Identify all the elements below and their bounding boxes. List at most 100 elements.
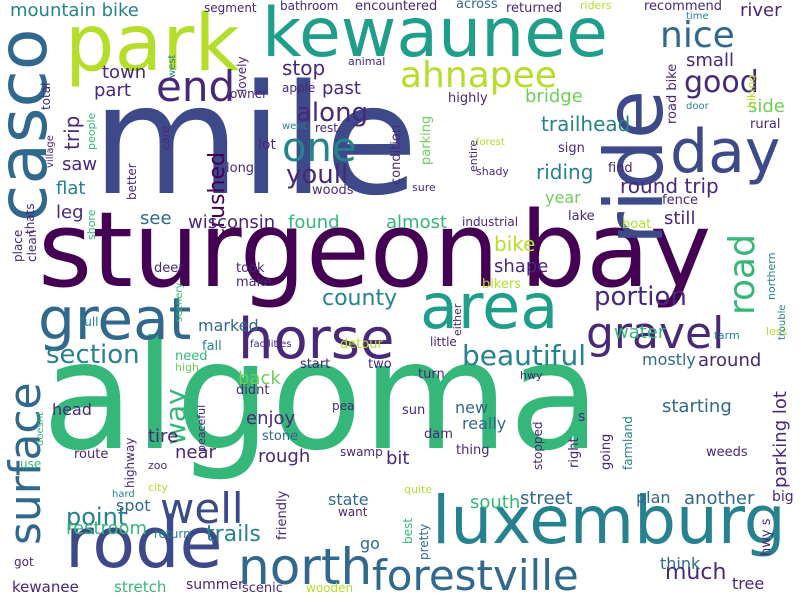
word-bit: bit	[386, 448, 410, 469]
word-highly: highly	[448, 91, 488, 106]
word-almost: almost	[386, 212, 448, 233]
word-good: good	[684, 65, 759, 100]
word-use: use	[20, 457, 42, 471]
word-got: got	[14, 555, 34, 569]
word-horse: horse	[238, 307, 395, 372]
word-saw: saw	[62, 154, 98, 175]
word-rode: rode	[65, 502, 223, 584]
word-really: really	[462, 414, 507, 433]
word-quite: quite	[404, 483, 433, 496]
word-lovely: lovely	[235, 56, 249, 92]
word-dam: dam	[424, 427, 453, 442]
word-animal: animal	[348, 55, 386, 68]
word-wisconsin: wisconsin	[188, 212, 276, 233]
word-stretch: stretch	[114, 578, 167, 596]
word-sun: sun	[402, 403, 426, 418]
word-parking-lot: parking lot	[770, 391, 791, 488]
word-see: see	[140, 208, 172, 229]
word-rest: rest	[315, 121, 339, 135]
word-youll: youll	[286, 160, 349, 190]
word-took: took	[236, 261, 265, 276]
word-section: section	[46, 340, 140, 370]
word-beautiful: beautiful	[462, 339, 587, 372]
word-round-trip: round trip	[620, 174, 719, 198]
word-entire: entire	[467, 139, 480, 172]
word-time: time	[686, 11, 709, 22]
word-found: found	[288, 212, 340, 233]
word-past: past	[322, 78, 361, 99]
word-portion: portion	[594, 282, 687, 312]
word-door: door	[686, 101, 709, 112]
word-enjoy: enjoy	[246, 408, 296, 429]
word-weeds: weeds	[706, 445, 748, 460]
word-bridge: bridge	[525, 86, 583, 107]
word-went: went	[282, 121, 307, 132]
word-trailhead: trailhead	[541, 112, 631, 136]
word-rural: rural	[750, 117, 781, 132]
word-fall: fall	[202, 339, 222, 354]
word-facilities: facilities	[250, 339, 292, 350]
word-end: end	[156, 62, 236, 111]
word-casco: casco	[0, 28, 63, 222]
word-north: north	[238, 538, 373, 596]
word-recommend: recommend	[644, 0, 722, 14]
word-go: go	[360, 534, 380, 553]
word-parking: parking	[419, 115, 434, 165]
word-best: best	[401, 518, 415, 544]
word-long: long	[226, 161, 255, 176]
word-fence: fence	[662, 193, 698, 208]
word-marked: marked	[198, 316, 259, 335]
word-highway: highway	[123, 437, 137, 488]
word-along: along	[296, 98, 369, 128]
word-across: across	[456, 0, 498, 12]
word-south: south	[470, 492, 521, 513]
word-hwy: hwy	[520, 369, 543, 382]
word-year: year	[545, 188, 581, 207]
word-forest: forest	[476, 137, 505, 148]
word-want: want	[338, 505, 368, 519]
word-trails: trails	[206, 522, 261, 547]
word-another: another	[684, 488, 755, 509]
word-need: need	[175, 349, 208, 364]
word-near: near	[175, 442, 216, 463]
word-detour: detour	[340, 337, 383, 352]
word-condition: condition	[389, 124, 404, 185]
word-biking: biking	[745, 74, 758, 108]
word-flat: flat	[56, 178, 86, 199]
word-town: town	[102, 62, 147, 83]
word-forestville: forestville	[372, 551, 579, 600]
word-pea: pea	[332, 399, 355, 413]
word-river: river	[740, 0, 782, 21]
word-northern: northern	[765, 252, 778, 300]
word-area: area	[420, 270, 559, 343]
word-swamp: swamp	[340, 445, 383, 459]
word-think: think	[660, 554, 701, 573]
word-kewanee: kewanee	[12, 578, 79, 596]
word-encountered: encountered	[355, 0, 438, 14]
word-mostly: mostly	[642, 350, 696, 369]
word-road: road	[722, 234, 763, 315]
word-deer: deer	[154, 261, 184, 276]
word-point: point	[66, 503, 128, 531]
word-bikers: bikers	[482, 277, 522, 292]
word-shore: shore	[85, 209, 98, 240]
word-nice: nice	[660, 15, 735, 56]
word-turn: turn	[418, 367, 445, 382]
word-lot: lot	[258, 137, 276, 153]
word-park: park	[65, 0, 240, 89]
word-returned: returned	[506, 1, 562, 16]
word-spot: spot	[116, 496, 151, 515]
word-water: water	[614, 322, 666, 343]
word-still: still	[664, 208, 696, 229]
word-didnt: didnt	[236, 383, 270, 398]
word-industrial: industrial	[462, 215, 519, 229]
word-state: state	[328, 490, 369, 509]
word-ahnapee: ahnapee	[400, 55, 557, 96]
word-boat: boat	[622, 217, 652, 232]
word-scenery: scenery	[174, 282, 185, 322]
word-peaceful: peaceful	[195, 404, 208, 452]
word-farmland: farmland	[621, 416, 635, 470]
word-algoma: algoma	[42, 310, 601, 484]
word-care: care	[159, 126, 172, 150]
